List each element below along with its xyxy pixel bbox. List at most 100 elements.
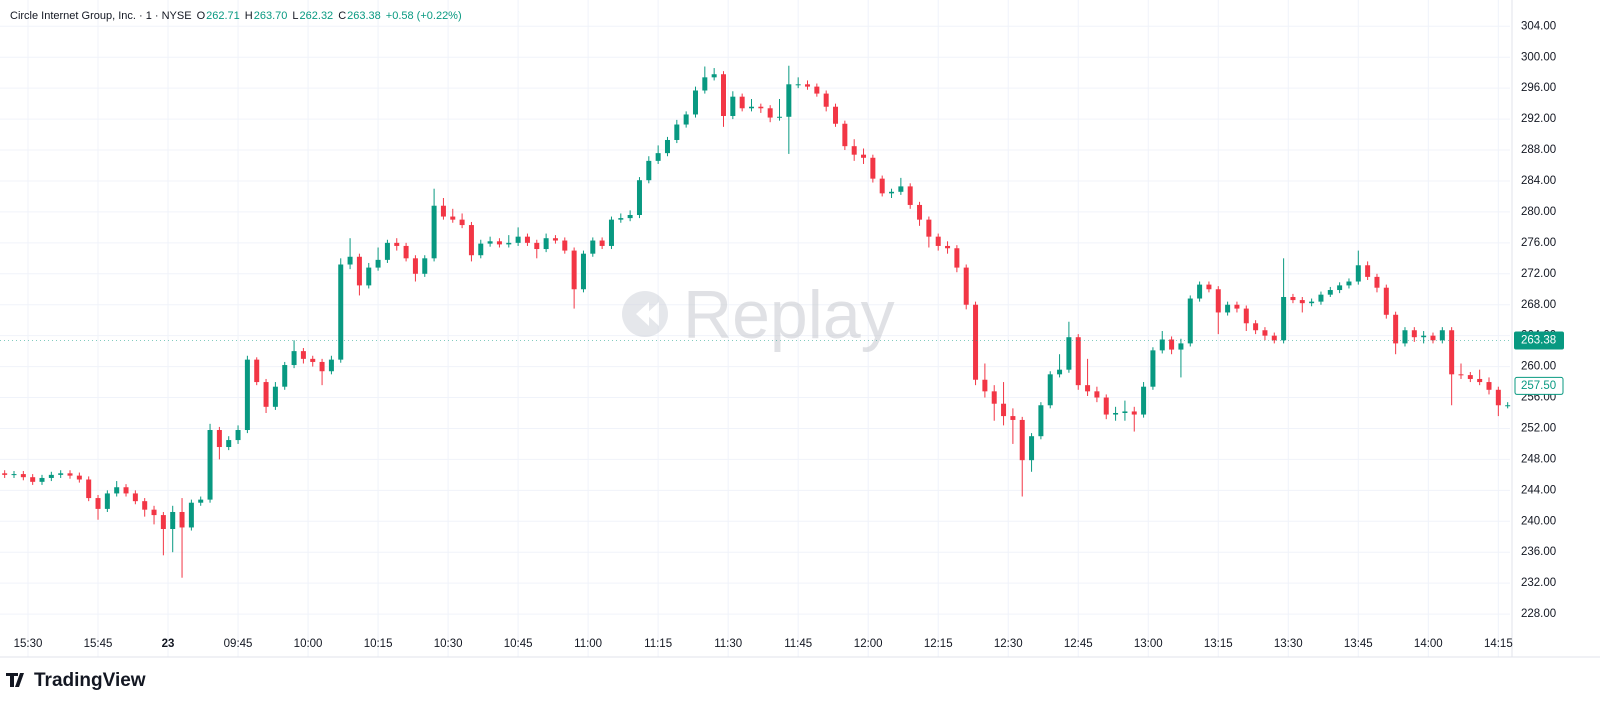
candle-body — [580, 253, 586, 290]
x-tick-label: 10:45 — [504, 638, 533, 650]
candle-body — [20, 474, 26, 478]
candle-body — [123, 487, 129, 494]
y-tick-label: 280.00 — [1521, 206, 1556, 218]
candle-body — [543, 238, 549, 250]
candle-body — [646, 160, 652, 181]
x-tick-label: 12:45 — [1064, 638, 1093, 650]
x-tick-label: 11:45 — [784, 638, 812, 650]
y-tick-label: 248.00 — [1521, 453, 1556, 465]
y-tick-label: 240.00 — [1521, 515, 1556, 527]
candle-body — [748, 106, 754, 109]
last-price-badge — [1514, 331, 1564, 350]
candle-body — [1019, 419, 1025, 461]
candle-body — [11, 474, 17, 476]
candle-body — [300, 351, 306, 359]
candle-body — [86, 479, 92, 499]
last-price-label: 263.38 — [1521, 334, 1556, 346]
brand-logo — [6, 673, 24, 687]
candle-body — [1169, 339, 1175, 350]
candle-body — [375, 259, 381, 268]
candle-body — [1010, 416, 1016, 420]
candle-body — [2, 473, 8, 475]
candle-body — [1141, 386, 1147, 415]
candle-body — [1309, 301, 1315, 304]
candle-body — [366, 267, 372, 286]
candle-body — [1365, 265, 1371, 277]
candle-body — [1262, 330, 1268, 336]
candle-body — [1439, 330, 1445, 341]
candle-body — [142, 501, 148, 510]
x-tick-label: 10:15 — [364, 638, 393, 650]
legend-ohlc-key: O — [197, 10, 206, 22]
y-tick-label: 272.00 — [1521, 268, 1556, 280]
legend-ohlc-key: H — [245, 10, 253, 22]
candle-body — [1150, 350, 1156, 387]
candle-body — [954, 248, 960, 268]
candle-body — [263, 382, 269, 407]
candle-body — [879, 178, 885, 194]
legend-ohlc-value: 263.70 — [254, 10, 288, 22]
candle-body — [1075, 337, 1081, 386]
candle-body — [235, 430, 241, 441]
candle-body — [1495, 389, 1501, 406]
candle-body — [1299, 300, 1305, 304]
candle-body — [590, 240, 596, 254]
candle-body — [1346, 281, 1352, 286]
candle-body — [67, 473, 73, 476]
candle-body — [282, 365, 288, 387]
candle-body — [216, 430, 222, 448]
price-marker-badge — [1514, 376, 1564, 395]
candle-body — [1327, 290, 1333, 295]
price-marker-label: 257.50 — [1521, 380, 1556, 392]
candle-body — [963, 267, 969, 305]
candle-body — [496, 241, 502, 245]
y-tick-label: 288.00 — [1521, 144, 1556, 156]
candle-body — [805, 84, 811, 87]
candle-body — [1178, 343, 1184, 350]
candle-body — [272, 386, 278, 407]
candle-body — [730, 96, 736, 117]
candle-body — [870, 157, 876, 179]
candle-body — [431, 205, 437, 259]
candle-body — [328, 359, 334, 372]
candle-body — [907, 186, 913, 205]
axes: 228.00 232.00 236.00 240.00 244.00 248.00 252.… — [14, 20, 1564, 650]
candle-body — [683, 114, 689, 125]
candle-body — [1094, 391, 1100, 398]
legend: Circle Internet Group, Inc. · 1 · NYSE O 2… — [10, 10, 462, 22]
candle-body — [814, 86, 820, 94]
candle-body — [1458, 374, 1464, 376]
candle-body — [412, 258, 418, 274]
y-tick-label: 292.00 — [1521, 113, 1556, 125]
x-tick-label: 13:30 — [1274, 638, 1303, 650]
candle-body — [422, 258, 428, 274]
candle-body — [898, 186, 904, 192]
candle-body — [347, 256, 353, 265]
candle-body — [1047, 374, 1053, 406]
candle-body — [394, 242, 400, 246]
candle-body — [1113, 412, 1119, 415]
candle-body — [945, 245, 951, 249]
candle-body — [1383, 287, 1389, 315]
legend-change: +0.58 (+0.22%) — [386, 10, 462, 22]
candle-body — [207, 430, 213, 500]
candle-body — [1430, 335, 1436, 341]
candle-body — [384, 242, 390, 260]
candle-body — [226, 440, 232, 448]
x-tick-label: 10:00 — [294, 638, 323, 650]
candle-body — [1225, 304, 1231, 313]
candle-body — [636, 180, 642, 216]
candle-body — [935, 236, 941, 246]
candle-body — [777, 116, 783, 118]
x-tick-label: 11:00 — [574, 638, 602, 650]
candle-body — [1253, 323, 1259, 331]
candle-body — [254, 359, 260, 383]
candle-body — [1057, 369, 1063, 375]
candle-body — [1103, 397, 1109, 415]
candle-body — [618, 218, 624, 220]
candle-body — [562, 240, 568, 251]
y-tick-label: 260.00 — [1521, 361, 1556, 373]
